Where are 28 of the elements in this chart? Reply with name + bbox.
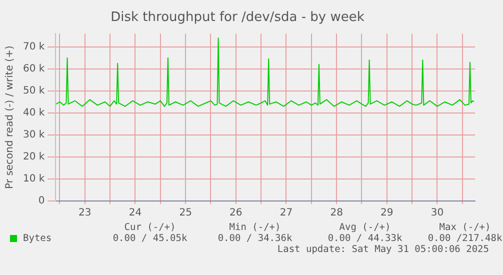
text: Max (-/+) bbox=[438, 222, 492, 233]
x-tick-label: 25 bbox=[179, 208, 192, 219]
y-tick-label: 50 k bbox=[22, 85, 45, 96]
legend-label: Bytes bbox=[23, 233, 52, 244]
y-tick-label: 0 bbox=[38, 196, 45, 207]
text: Avg (-/+) bbox=[338, 222, 392, 233]
text: 0.00 / 44.33k bbox=[326, 233, 404, 244]
x-tick-label: 29 bbox=[380, 208, 394, 219]
text: 0.00 / 34.36k bbox=[216, 233, 294, 244]
text: 0.00 / 45.05k bbox=[112, 233, 188, 244]
y-tick-label: 70 k bbox=[22, 41, 45, 52]
text: 0.00 /217.48k bbox=[426, 233, 503, 244]
chart-title: Disk throughput for /dev/sda - by week bbox=[110, 10, 365, 26]
y-tick-label: 60 k bbox=[22, 63, 45, 74]
y-tick-label: 10 k bbox=[22, 174, 45, 185]
y-axis-title: Pr second read (-) / write (+) bbox=[4, 46, 16, 189]
text: Cur (-/+) bbox=[123, 222, 177, 233]
x-tick-label: 27 bbox=[280, 208, 293, 219]
text: Min (-/+) bbox=[228, 222, 282, 233]
y-tick-label: 30 k bbox=[22, 130, 45, 141]
x-tick-label: 30 bbox=[430, 208, 444, 219]
x-tick-label: 26 bbox=[230, 208, 242, 219]
y-tick-label: 20 k bbox=[22, 152, 45, 163]
x-tick-label: 24 bbox=[128, 208, 142, 219]
x-tick-label: 23 bbox=[78, 208, 92, 219]
x-tick-label: 28 bbox=[330, 208, 343, 219]
text: Last update: Sat May 31 05:00:06 2025 bbox=[276, 244, 490, 255]
y-tick-label: 40 k bbox=[22, 107, 45, 118]
